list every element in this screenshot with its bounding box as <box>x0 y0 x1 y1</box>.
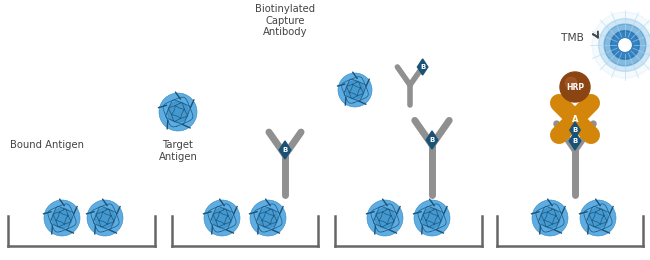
Circle shape <box>604 24 646 66</box>
Text: A: A <box>572 114 578 124</box>
Circle shape <box>367 200 403 236</box>
Text: Target
Antigen: Target Antigen <box>159 140 198 162</box>
Circle shape <box>87 200 123 236</box>
Circle shape <box>588 208 608 228</box>
Circle shape <box>619 39 631 51</box>
Circle shape <box>168 102 188 122</box>
Circle shape <box>566 77 577 89</box>
Polygon shape <box>426 131 438 149</box>
Circle shape <box>580 200 616 236</box>
Text: Biotinylated
Capture
Antibody: Biotinylated Capture Antibody <box>255 4 315 37</box>
Circle shape <box>532 200 568 236</box>
Text: B: B <box>430 137 435 143</box>
Circle shape <box>592 12 650 78</box>
Text: TMB: TMB <box>560 33 584 43</box>
Polygon shape <box>569 132 581 150</box>
Circle shape <box>375 208 395 228</box>
Polygon shape <box>417 59 428 75</box>
Circle shape <box>346 81 365 99</box>
Circle shape <box>250 200 286 236</box>
Circle shape <box>422 208 442 228</box>
Circle shape <box>44 200 80 236</box>
Text: B: B <box>573 127 578 133</box>
Circle shape <box>95 208 115 228</box>
Circle shape <box>599 19 650 72</box>
Circle shape <box>258 208 278 228</box>
Text: B: B <box>573 138 578 144</box>
Circle shape <box>204 200 240 236</box>
Text: B: B <box>282 147 287 153</box>
Polygon shape <box>279 141 291 159</box>
Circle shape <box>338 73 372 107</box>
Circle shape <box>52 208 72 228</box>
Circle shape <box>560 72 590 102</box>
Text: HRP: HRP <box>566 82 584 92</box>
Circle shape <box>611 31 640 59</box>
Circle shape <box>540 208 560 228</box>
Text: Bound Antigen: Bound Antigen <box>10 140 84 150</box>
Circle shape <box>159 93 197 131</box>
Text: B: B <box>420 64 425 70</box>
Polygon shape <box>570 122 580 138</box>
Circle shape <box>212 208 232 228</box>
Circle shape <box>414 200 450 236</box>
